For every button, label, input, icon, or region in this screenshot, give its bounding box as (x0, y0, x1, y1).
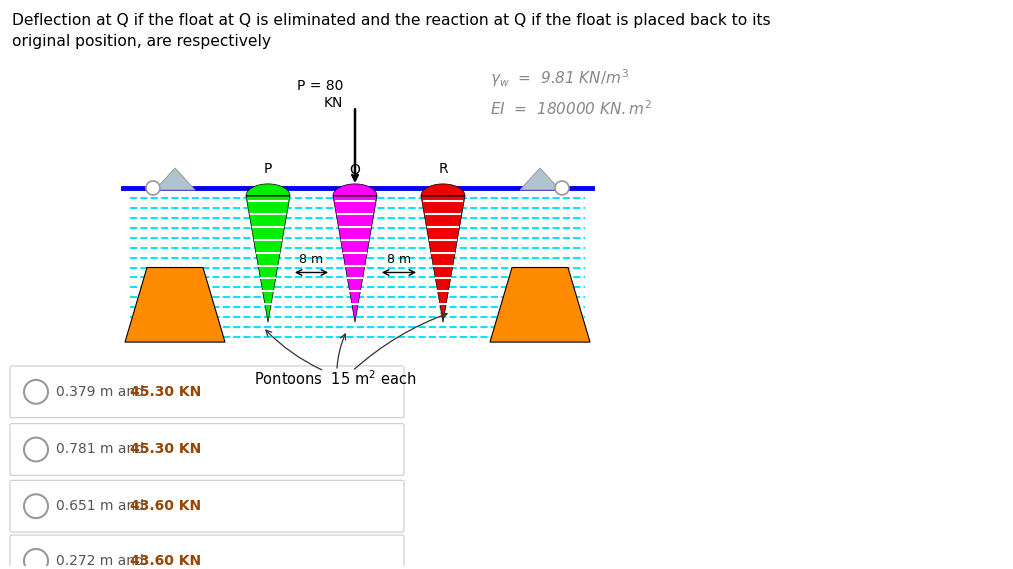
Text: 43.60 KN: 43.60 KN (131, 499, 202, 513)
Text: original position, are respectively: original position, are respectively (12, 34, 271, 49)
Polygon shape (333, 184, 377, 322)
Text: 8 m: 8 m (300, 253, 323, 266)
Circle shape (24, 438, 48, 461)
Text: Deflection at Q if the float at Q is eliminated and the reaction at Q if the flo: Deflection at Q if the float at Q is eli… (12, 13, 771, 28)
Polygon shape (421, 184, 465, 322)
FancyBboxPatch shape (10, 480, 404, 532)
Text: $\gamma_w$  =  9.81 $KN/m^3$: $\gamma_w$ = 9.81 $KN/m^3$ (490, 68, 629, 89)
Circle shape (24, 494, 48, 518)
Polygon shape (125, 267, 225, 342)
Text: R: R (439, 162, 448, 176)
Text: Pontoons  15 m$^2$ each: Pontoons 15 m$^2$ each (254, 369, 416, 387)
Polygon shape (155, 168, 194, 190)
FancyBboxPatch shape (10, 366, 404, 418)
Text: $EI$  =  180000 $KN.m^2$: $EI$ = 180000 $KN.m^2$ (490, 99, 651, 118)
Text: P: P (263, 162, 272, 176)
Text: 0.781 m and: 0.781 m and (56, 443, 149, 456)
Polygon shape (490, 267, 590, 342)
Text: 0.272 m and: 0.272 m and (56, 554, 148, 568)
Text: 0.379 m and: 0.379 m and (56, 385, 148, 399)
Polygon shape (246, 184, 290, 322)
Polygon shape (520, 168, 560, 190)
Circle shape (555, 181, 569, 195)
FancyBboxPatch shape (10, 424, 404, 475)
Text: 0.651 m and: 0.651 m and (56, 499, 149, 513)
Text: 8 m: 8 m (387, 253, 411, 266)
Text: Q: Q (349, 162, 361, 176)
Text: 43.60 KN: 43.60 KN (131, 554, 202, 568)
Circle shape (146, 181, 160, 195)
FancyBboxPatch shape (10, 535, 404, 569)
Text: P = 80: P = 80 (297, 80, 343, 93)
Circle shape (24, 380, 48, 404)
Text: 45.30 KN: 45.30 KN (131, 385, 202, 399)
Text: KN: KN (323, 96, 343, 110)
Text: 45.30 KN: 45.30 KN (131, 443, 202, 456)
Circle shape (24, 549, 48, 569)
